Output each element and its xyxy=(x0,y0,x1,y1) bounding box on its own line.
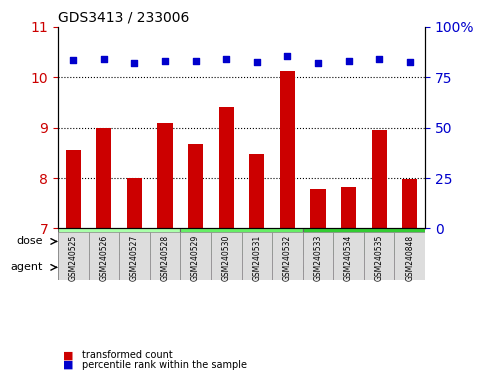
Bar xyxy=(249,154,265,228)
Bar xyxy=(88,232,119,280)
Bar xyxy=(58,254,180,280)
Point xyxy=(161,58,169,64)
Text: GSM240535: GSM240535 xyxy=(375,235,384,281)
Text: GSM240527: GSM240527 xyxy=(130,235,139,281)
Point xyxy=(253,59,261,65)
Bar xyxy=(341,187,356,228)
Text: GSM240531: GSM240531 xyxy=(252,235,261,281)
Text: GSM240848: GSM240848 xyxy=(405,228,414,275)
Text: GSM240528: GSM240528 xyxy=(160,228,170,275)
Bar xyxy=(303,232,333,280)
Point xyxy=(406,59,413,65)
Bar xyxy=(303,228,425,254)
Point xyxy=(100,56,108,62)
Bar xyxy=(219,106,234,228)
Point xyxy=(70,56,77,63)
Text: GSM240532: GSM240532 xyxy=(283,228,292,275)
Bar xyxy=(371,130,387,228)
Text: control: control xyxy=(101,262,137,272)
Text: GSM240533: GSM240533 xyxy=(313,235,323,281)
Text: GSM240527: GSM240527 xyxy=(130,228,139,275)
Bar xyxy=(242,232,272,280)
Text: GSM240526: GSM240526 xyxy=(99,235,108,281)
Bar xyxy=(311,189,326,228)
Text: GSM240528: GSM240528 xyxy=(160,235,170,281)
Point xyxy=(314,60,322,66)
Point xyxy=(375,56,383,62)
Bar xyxy=(180,228,303,254)
Bar xyxy=(395,232,425,280)
Text: transformed count: transformed count xyxy=(82,350,173,360)
Bar xyxy=(402,179,417,228)
Point xyxy=(284,53,291,59)
Text: GSM240529: GSM240529 xyxy=(191,228,200,275)
Bar xyxy=(180,254,425,280)
Bar xyxy=(211,232,242,280)
Bar xyxy=(188,144,203,228)
Text: GSM240531: GSM240531 xyxy=(252,228,261,275)
Point xyxy=(192,58,199,64)
Text: agent: agent xyxy=(10,262,43,272)
Bar xyxy=(127,178,142,228)
Text: GSM240534: GSM240534 xyxy=(344,228,353,275)
Text: GDS3413 / 233006: GDS3413 / 233006 xyxy=(58,10,189,24)
Text: 10 um/L: 10 um/L xyxy=(220,237,263,247)
Text: 100 um/L: 100 um/L xyxy=(340,237,388,247)
Bar xyxy=(66,151,81,228)
Point xyxy=(345,58,353,64)
Point xyxy=(130,60,138,66)
Bar xyxy=(333,232,364,280)
Text: GSM240525: GSM240525 xyxy=(69,228,78,275)
Bar xyxy=(150,232,180,280)
Text: homocysteine: homocysteine xyxy=(266,262,340,272)
Bar xyxy=(272,232,303,280)
Bar xyxy=(180,232,211,280)
Text: GSM240530: GSM240530 xyxy=(222,228,231,275)
Text: GSM240530: GSM240530 xyxy=(222,235,231,281)
Text: GSM240529: GSM240529 xyxy=(191,235,200,281)
Text: GSM240526: GSM240526 xyxy=(99,228,108,275)
Bar xyxy=(58,232,88,280)
Text: GSM240534: GSM240534 xyxy=(344,235,353,281)
Text: GSM240535: GSM240535 xyxy=(375,228,384,275)
Text: ■: ■ xyxy=(63,350,73,360)
Bar xyxy=(364,232,395,280)
Text: GSM240532: GSM240532 xyxy=(283,235,292,281)
Bar xyxy=(119,232,150,280)
Bar xyxy=(58,228,180,254)
Text: 0 um/L: 0 um/L xyxy=(101,237,137,247)
Text: GSM240848: GSM240848 xyxy=(405,235,414,281)
Bar xyxy=(96,127,112,228)
Text: ■: ■ xyxy=(63,360,73,370)
Point xyxy=(222,56,230,62)
Text: percentile rank within the sample: percentile rank within the sample xyxy=(82,360,247,370)
Text: GSM240533: GSM240533 xyxy=(313,228,323,275)
Bar xyxy=(157,122,173,228)
Text: dose: dose xyxy=(16,237,43,247)
Bar xyxy=(280,71,295,228)
Text: GSM240525: GSM240525 xyxy=(69,235,78,281)
